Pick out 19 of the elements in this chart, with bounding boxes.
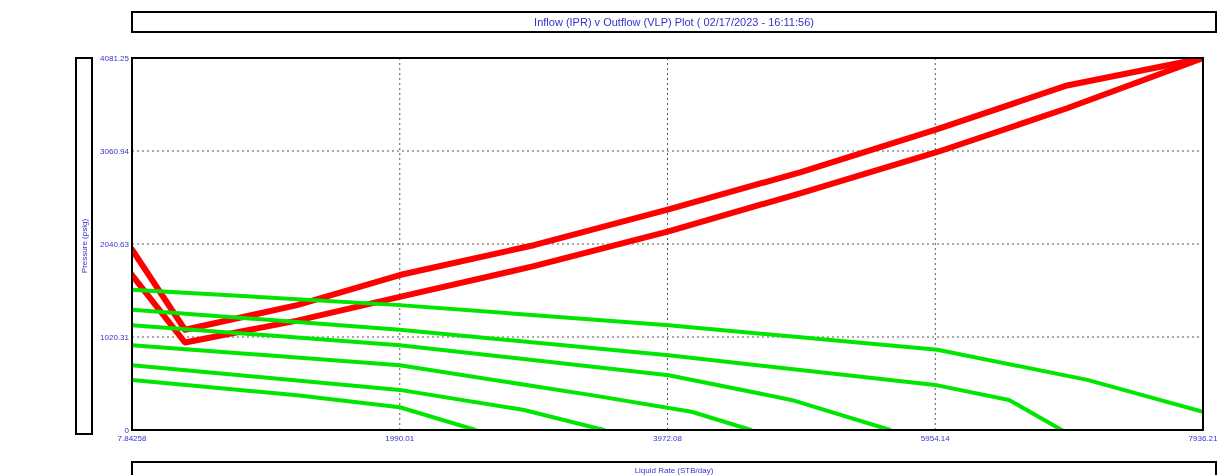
line-series	[132, 307, 1064, 430]
line-series	[132, 343, 753, 430]
x-tick-label: 7.84258	[117, 434, 148, 443]
y-tick-label: 4081.25	[100, 54, 130, 63]
x-tick-label: 3972.08	[653, 434, 683, 443]
x-tick-label: 7936.21	[1188, 434, 1219, 443]
line-series	[132, 363, 606, 430]
y-tick-label: 2040.63	[100, 240, 130, 249]
chart-title: Inflow (IPR) v Outflow (VLP) Plot ( 02/17/2023 - 16:11:56)	[534, 16, 814, 28]
line-series	[132, 287, 1203, 414]
x-tick-label: 5954.14	[920, 434, 951, 443]
x-axis-title: Liquid Rate (STB/day)	[634, 466, 714, 475]
y-tick-label: 0	[124, 426, 130, 435]
y-tick-label: 1020.31	[100, 333, 130, 342]
y-tick-label: 3060.94	[100, 147, 130, 156]
line-series	[132, 377, 478, 430]
line-series	[132, 323, 893, 430]
x-tick-label: 1990.01	[385, 434, 415, 443]
y-axis-title: Pressure (psig)	[80, 218, 89, 274]
